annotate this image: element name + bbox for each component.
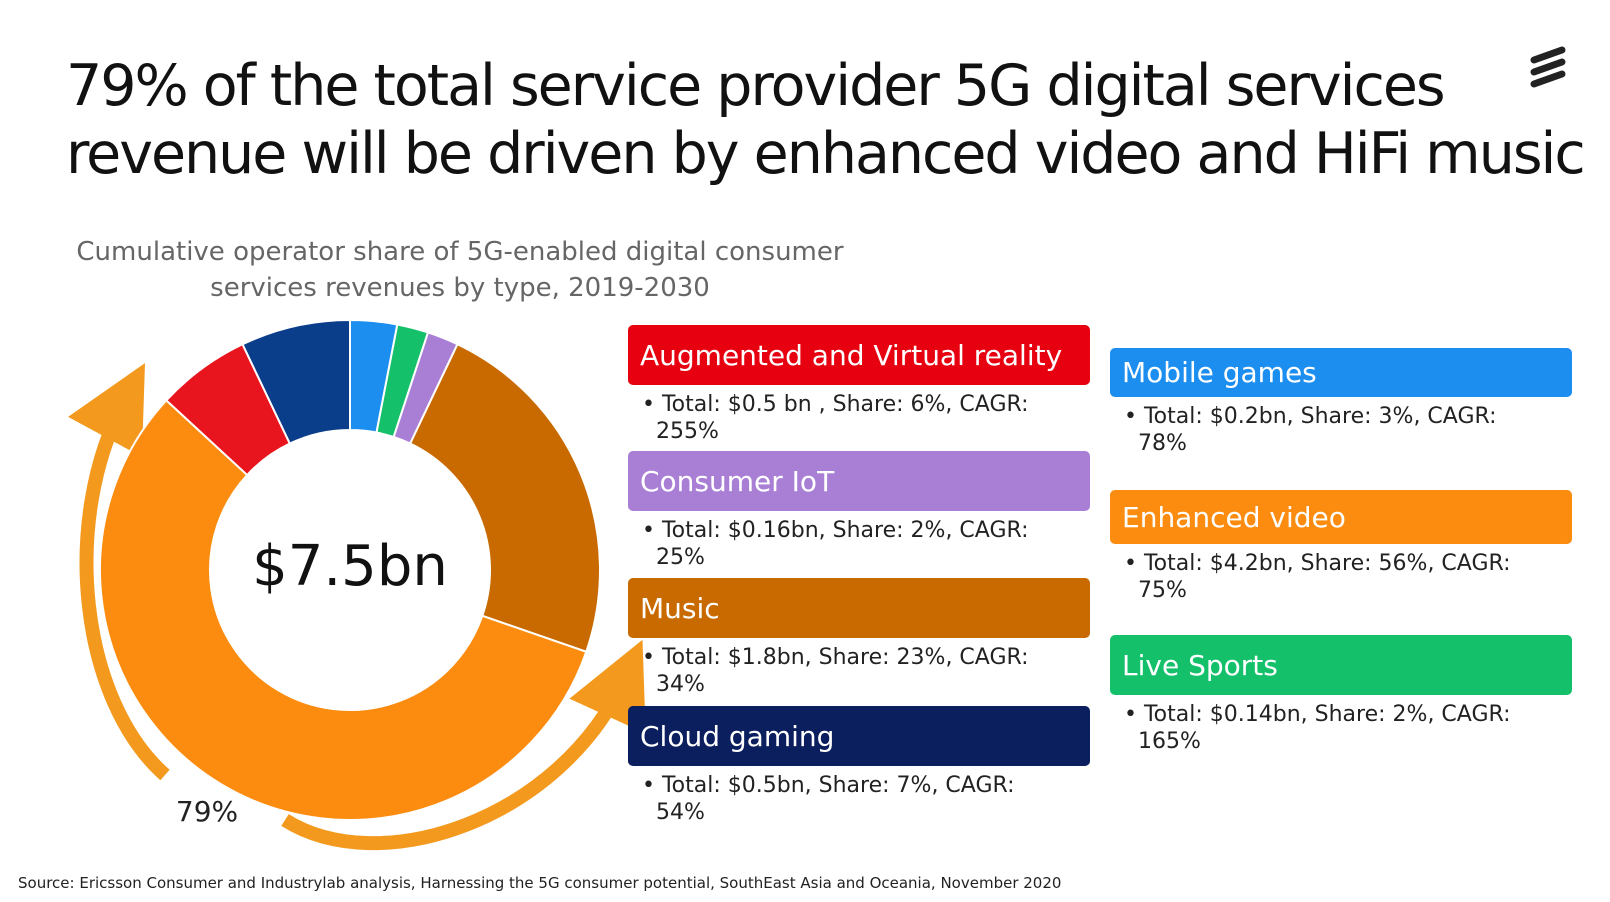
center-label: $7.5bn: [252, 534, 448, 599]
legend-item: Augmented and Virtual realityTotal: $0.5…: [628, 325, 1090, 445]
legend-item: Cloud gamingTotal: $0.5bn, Share: 7%, CA…: [628, 706, 1090, 826]
slice: [99, 398, 588, 821]
legend-label: Mobile games: [1110, 348, 1572, 397]
title: 79% of the total service provider 5G dig…: [66, 52, 1586, 188]
legend-label: Live Sports: [1110, 635, 1572, 695]
subtitle: Cumulative operator share of 5G-enabled …: [50, 234, 870, 306]
legend-detail: Total: $0.5 bn , Share: 6%, CAGR: 255%: [628, 385, 1056, 445]
legend-item: Mobile gamesTotal: $0.2bn, Share: 3%, CA…: [1110, 348, 1572, 457]
source: Source: Ericsson Consumer and Industryla…: [18, 874, 1062, 892]
legend-item: Consumer IoTTotal: $0.16bn, Share: 2%, C…: [628, 451, 1090, 571]
annotation: 79%: [176, 795, 238, 828]
legend-item: MusicTotal: $1.8bn, Share: 23%, CAGR: 34…: [628, 578, 1090, 698]
legend-label: Enhanced video: [1110, 490, 1572, 544]
legend-label: Consumer IoT: [628, 451, 1090, 511]
legend-detail: Total: $0.2bn, Share: 3%, CAGR: 78%: [1110, 397, 1538, 457]
legend-detail: Total: $0.5bn, Share: 7%, CAGR: 54%: [628, 766, 1056, 826]
legend-detail: Total: $0.16bn, Share: 2%, CAGR: 25%: [628, 511, 1056, 571]
slice: [241, 318, 351, 445]
title-line: 79% of the total service provider 5G dig…: [66, 53, 1446, 119]
legend-detail: Total: $4.2bn, Share: 56%, CAGR: 75%: [1110, 544, 1538, 604]
subtitle-line: Cumulative operator share of 5G-enabled …: [76, 237, 844, 267]
legend-detail: Total: $1.8bn, Share: 23%, CAGR: 34%: [628, 638, 1056, 698]
subtitle-line: services revenues by type, 2019-2030: [210, 273, 710, 303]
legend-label: Cloud gaming: [628, 706, 1090, 766]
legend-item: Live SportsTotal: $0.14bn, Share: 2%, CA…: [1110, 635, 1572, 755]
slice: [408, 342, 601, 654]
legend-detail: Total: $0.14bn, Share: 2%, CAGR: 165%: [1110, 695, 1538, 755]
arrow: [68, 363, 170, 781]
title-line: revenue will be driven by enhanced video…: [66, 121, 1586, 187]
arrow: [281, 639, 646, 851]
legend-item: Enhanced videoTotal: $4.2bn, Share: 56%,…: [1110, 490, 1572, 604]
logo: [1530, 46, 1566, 88]
legend-label: Augmented and Virtual reality: [628, 325, 1090, 385]
legend-label: Music: [628, 578, 1090, 638]
